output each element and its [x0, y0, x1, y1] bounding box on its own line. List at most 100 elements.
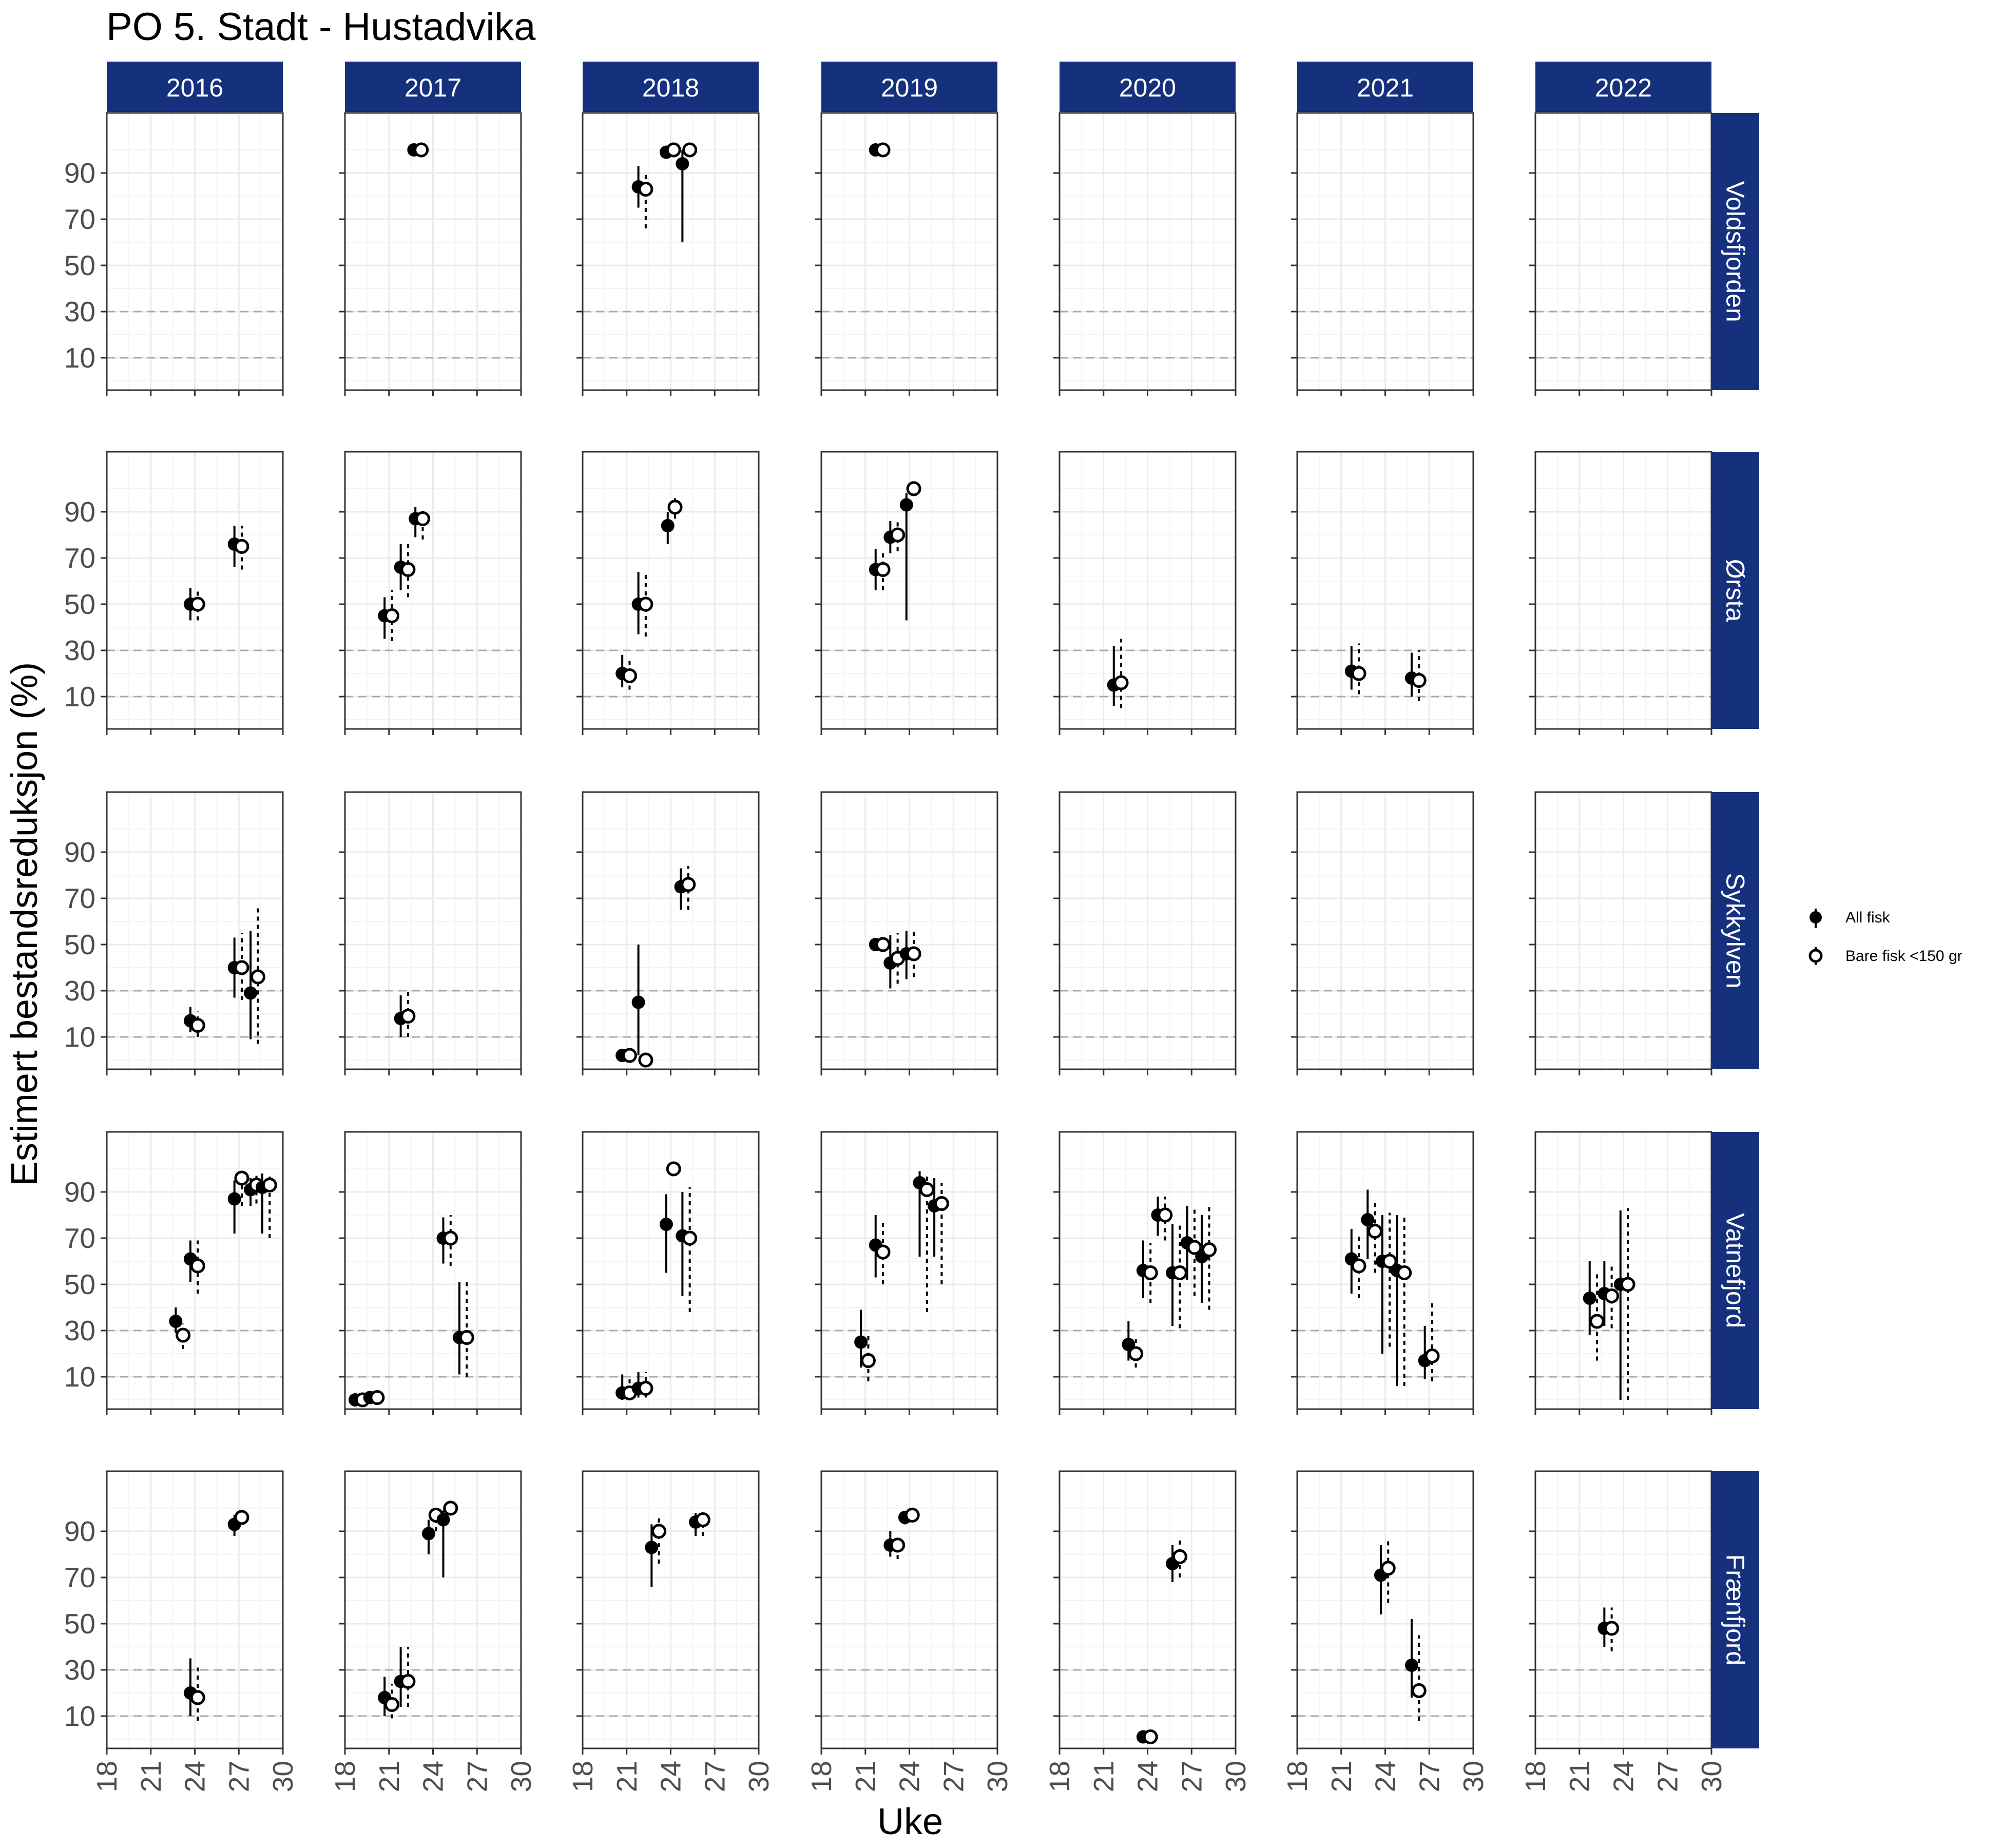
- x-tick-label: 21: [611, 1761, 643, 1792]
- panel-fraenfjord-2021: 18 21 24 27 30: [1281, 1470, 1489, 1792]
- point-all-fisk: [169, 1315, 183, 1328]
- y-tick-label: 50: [64, 588, 95, 620]
- y-axis-title: Estimert bestandsreduksjon (%): [4, 662, 45, 1186]
- point-bare-fisk: [681, 877, 696, 892]
- x-tick-label: 27: [1176, 1761, 1207, 1792]
- panel-vatnefjord-2021: [1291, 1131, 1474, 1415]
- point-bare-fisk: [875, 937, 891, 952]
- point-bare-fisk: [1411, 1683, 1427, 1698]
- legend-item-all-fisk: All fisk: [1810, 909, 1891, 928]
- panel-voldsfjorden-2016: 10 30 50 70 90: [64, 112, 284, 396]
- legend-label-bare-fisk: Bare fisk <150 gr: [1845, 948, 1962, 965]
- panel-vatnefjord-2019: [815, 1131, 998, 1415]
- y-tick-label: 70: [64, 882, 95, 914]
- point-bare-fisk: [1620, 1277, 1635, 1292]
- x-tick-label: 18: [1519, 1761, 1551, 1792]
- panel-fraenfjord-2020: 18 21 24 27 30: [1044, 1470, 1252, 1792]
- point-bare-fisk: [906, 946, 921, 961]
- point-all-fisk: [659, 1218, 673, 1231]
- point-bare-fisk: [638, 182, 653, 197]
- point-bare-fisk: [1143, 1729, 1158, 1744]
- point-all-fisk: [436, 1513, 450, 1527]
- x-tick-label: 18: [805, 1761, 837, 1792]
- panel-voldsfjorden-2017: [339, 112, 522, 396]
- y-tick-label: 30: [64, 1654, 95, 1686]
- row-strip-label-sykkylven: Sykkylven: [1721, 873, 1750, 988]
- strip-2016: [107, 62, 283, 112]
- point-bare-fisk: [1604, 1621, 1620, 1636]
- strip-2020: [1060, 62, 1236, 112]
- y-tick-label: 30: [64, 296, 95, 328]
- point-bare-fisk: [400, 1674, 416, 1689]
- panel-voldsfjorden-2018: [576, 112, 760, 396]
- panel-sykkylven-2020: [1053, 791, 1237, 1075]
- panel-fraenfjord-2022: 18 21 24 27 30: [1519, 1470, 1727, 1792]
- point-bare-fisk: [890, 1537, 906, 1553]
- x-tick-label: 21: [373, 1761, 405, 1792]
- point-bare-fisk: [934, 1196, 949, 1211]
- point-bare-fisk: [1604, 1288, 1620, 1303]
- point-bare-fisk: [176, 1327, 191, 1343]
- point-bare-fisk: [234, 1510, 249, 1525]
- point-bare-fisk: [262, 1178, 277, 1192]
- panel-sykkylven-2018: [576, 791, 760, 1075]
- x-tick-label: 30: [1220, 1761, 1252, 1792]
- panels-layer: 2016 2017 2018 2019 2020 2021 2022 Voldsfjorden…: [64, 62, 1759, 1792]
- point-bare-fisk: [1187, 1240, 1202, 1255]
- point-bare-fisk: [919, 1182, 935, 1197]
- point-bare-fisk: [443, 1500, 458, 1516]
- point-bare-fisk: [1172, 1549, 1187, 1564]
- point-bare-fisk: [622, 1048, 637, 1063]
- point-bare-fisk: [875, 1244, 891, 1260]
- y-tick-label: 90: [64, 496, 95, 528]
- y-tick-label: 10: [64, 1700, 95, 1732]
- point-bare-fisk: [459, 1330, 474, 1345]
- x-tick-label: 27: [937, 1761, 969, 1792]
- row-strip-sykkylven: [1711, 792, 1759, 1069]
- point-bare-fisk: [1351, 1258, 1366, 1274]
- point-bare-fisk: [1143, 1265, 1158, 1280]
- point-all-fisk: [631, 995, 645, 1009]
- point-bare-fisk: [190, 1690, 205, 1705]
- x-tick-label: 18: [329, 1761, 361, 1792]
- point-bare-fisk: [234, 539, 249, 554]
- point-all-fisk: [661, 519, 675, 532]
- legend-item-bare-fisk: Bare fisk <150 gr: [1808, 947, 1962, 967]
- x-tick-label: 24: [894, 1761, 926, 1792]
- panel-sykkylven-2017: [339, 791, 522, 1075]
- row-strip-vatnefjord: [1711, 1132, 1759, 1409]
- row-strip-orsta: [1711, 452, 1759, 729]
- point-bare-fisk: [1367, 1224, 1382, 1239]
- point-bare-fisk: [400, 562, 416, 577]
- point-bare-fisk: [1589, 1314, 1605, 1329]
- chart-title: PO 5. Stadt - Hustadvika: [106, 5, 536, 49]
- point-bare-fisk: [890, 527, 906, 543]
- y-tick-label: 90: [64, 1515, 95, 1547]
- x-tick-label: 21: [1564, 1761, 1595, 1792]
- x-tick-label: 27: [699, 1761, 730, 1792]
- point-bare-fisk: [666, 142, 681, 158]
- legend-key-open-circle: [1808, 949, 1823, 963]
- strip-label-2019: 2019: [881, 73, 938, 102]
- x-tick-label: 18: [1281, 1761, 1313, 1792]
- panel-vatnefjord-2018: [576, 1131, 760, 1415]
- point-all-fisk: [1361, 1213, 1375, 1226]
- panel-fraenfjord-2019: 18 21 24 27 30: [805, 1470, 1013, 1792]
- strip-label-2018: 2018: [642, 73, 699, 102]
- point-bare-fisk: [682, 142, 698, 158]
- x-tick-label: 27: [1651, 1761, 1683, 1792]
- y-tick-label: 70: [64, 1222, 95, 1254]
- point-all-fisk: [854, 1335, 868, 1349]
- point-bare-fisk: [234, 960, 249, 975]
- y-tick-label: 10: [64, 342, 95, 374]
- point-bare-fisk: [190, 1258, 205, 1274]
- strip-label-2021: 2021: [1357, 73, 1414, 102]
- strip-2022: [1535, 62, 1711, 112]
- panel-sykkylven-2021: [1291, 791, 1474, 1075]
- x-tick-label: 24: [417, 1761, 449, 1792]
- panel-orsta-2021: [1291, 451, 1474, 735]
- x-tick-label: 30: [1696, 1761, 1727, 1792]
- x-tick-label: 21: [135, 1761, 167, 1792]
- y-tick-label: 50: [64, 929, 95, 960]
- x-tick-label: 24: [179, 1761, 211, 1792]
